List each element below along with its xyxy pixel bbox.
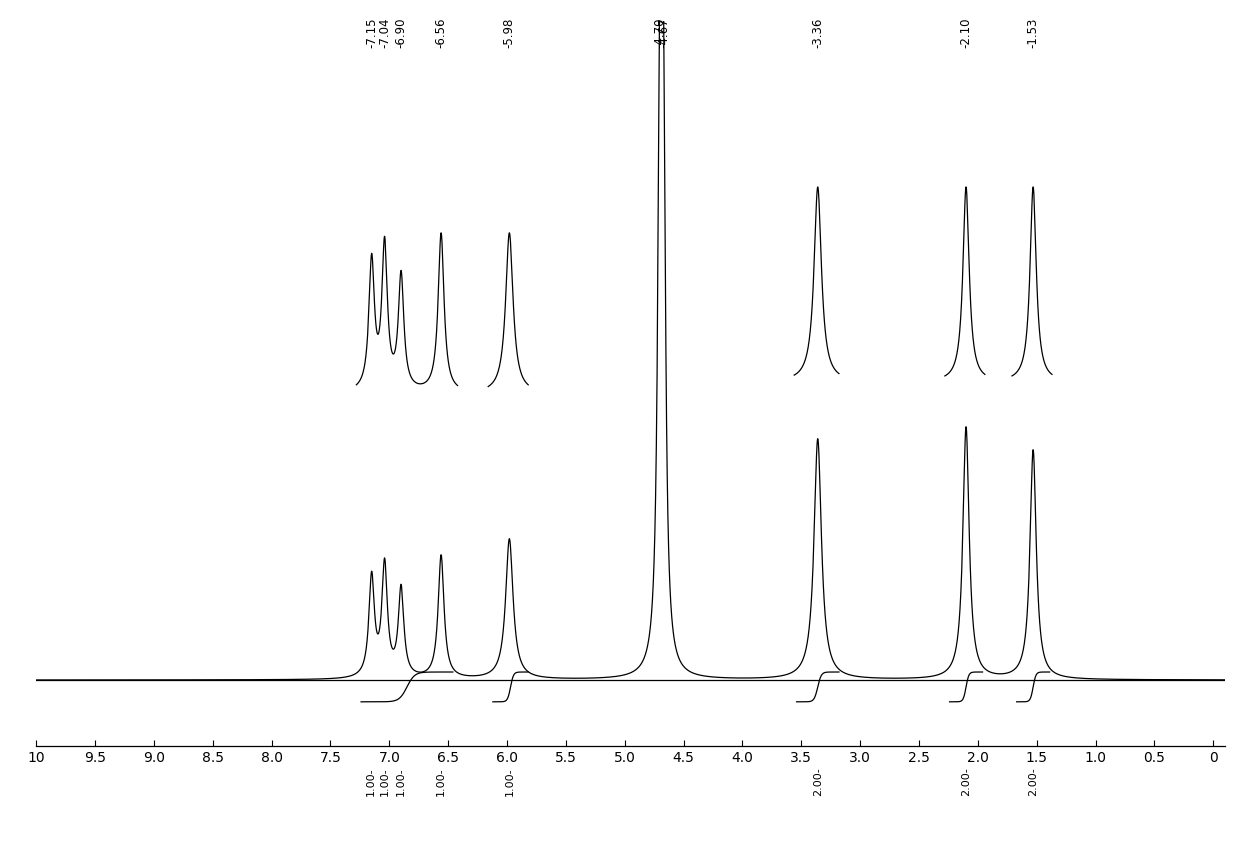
Text: 1.00-: 1.00- <box>366 768 376 797</box>
Text: -6.56: -6.56 <box>434 18 448 49</box>
Text: -4.70: -4.70 <box>653 18 667 49</box>
Text: 1.00-: 1.00- <box>436 768 446 797</box>
Text: 2.00-: 2.00- <box>961 768 971 797</box>
Text: -7.04: -7.04 <box>378 18 391 49</box>
Text: -6.90: -6.90 <box>394 18 408 49</box>
Text: -2.10: -2.10 <box>960 18 972 49</box>
Text: 1.00-: 1.00- <box>379 768 389 797</box>
Text: -5.98: -5.98 <box>503 18 516 49</box>
Text: 1.00-: 1.00- <box>505 768 515 797</box>
Text: 2.00-: 2.00- <box>812 768 823 797</box>
Text: -3.36: -3.36 <box>811 18 825 49</box>
Text: 1.00-: 1.00- <box>396 768 405 797</box>
Text: -7.15: -7.15 <box>365 18 378 49</box>
Text: -1.53: -1.53 <box>1027 18 1039 49</box>
Text: 2.00-: 2.00- <box>1028 768 1038 797</box>
Text: -4.67: -4.67 <box>657 18 670 49</box>
